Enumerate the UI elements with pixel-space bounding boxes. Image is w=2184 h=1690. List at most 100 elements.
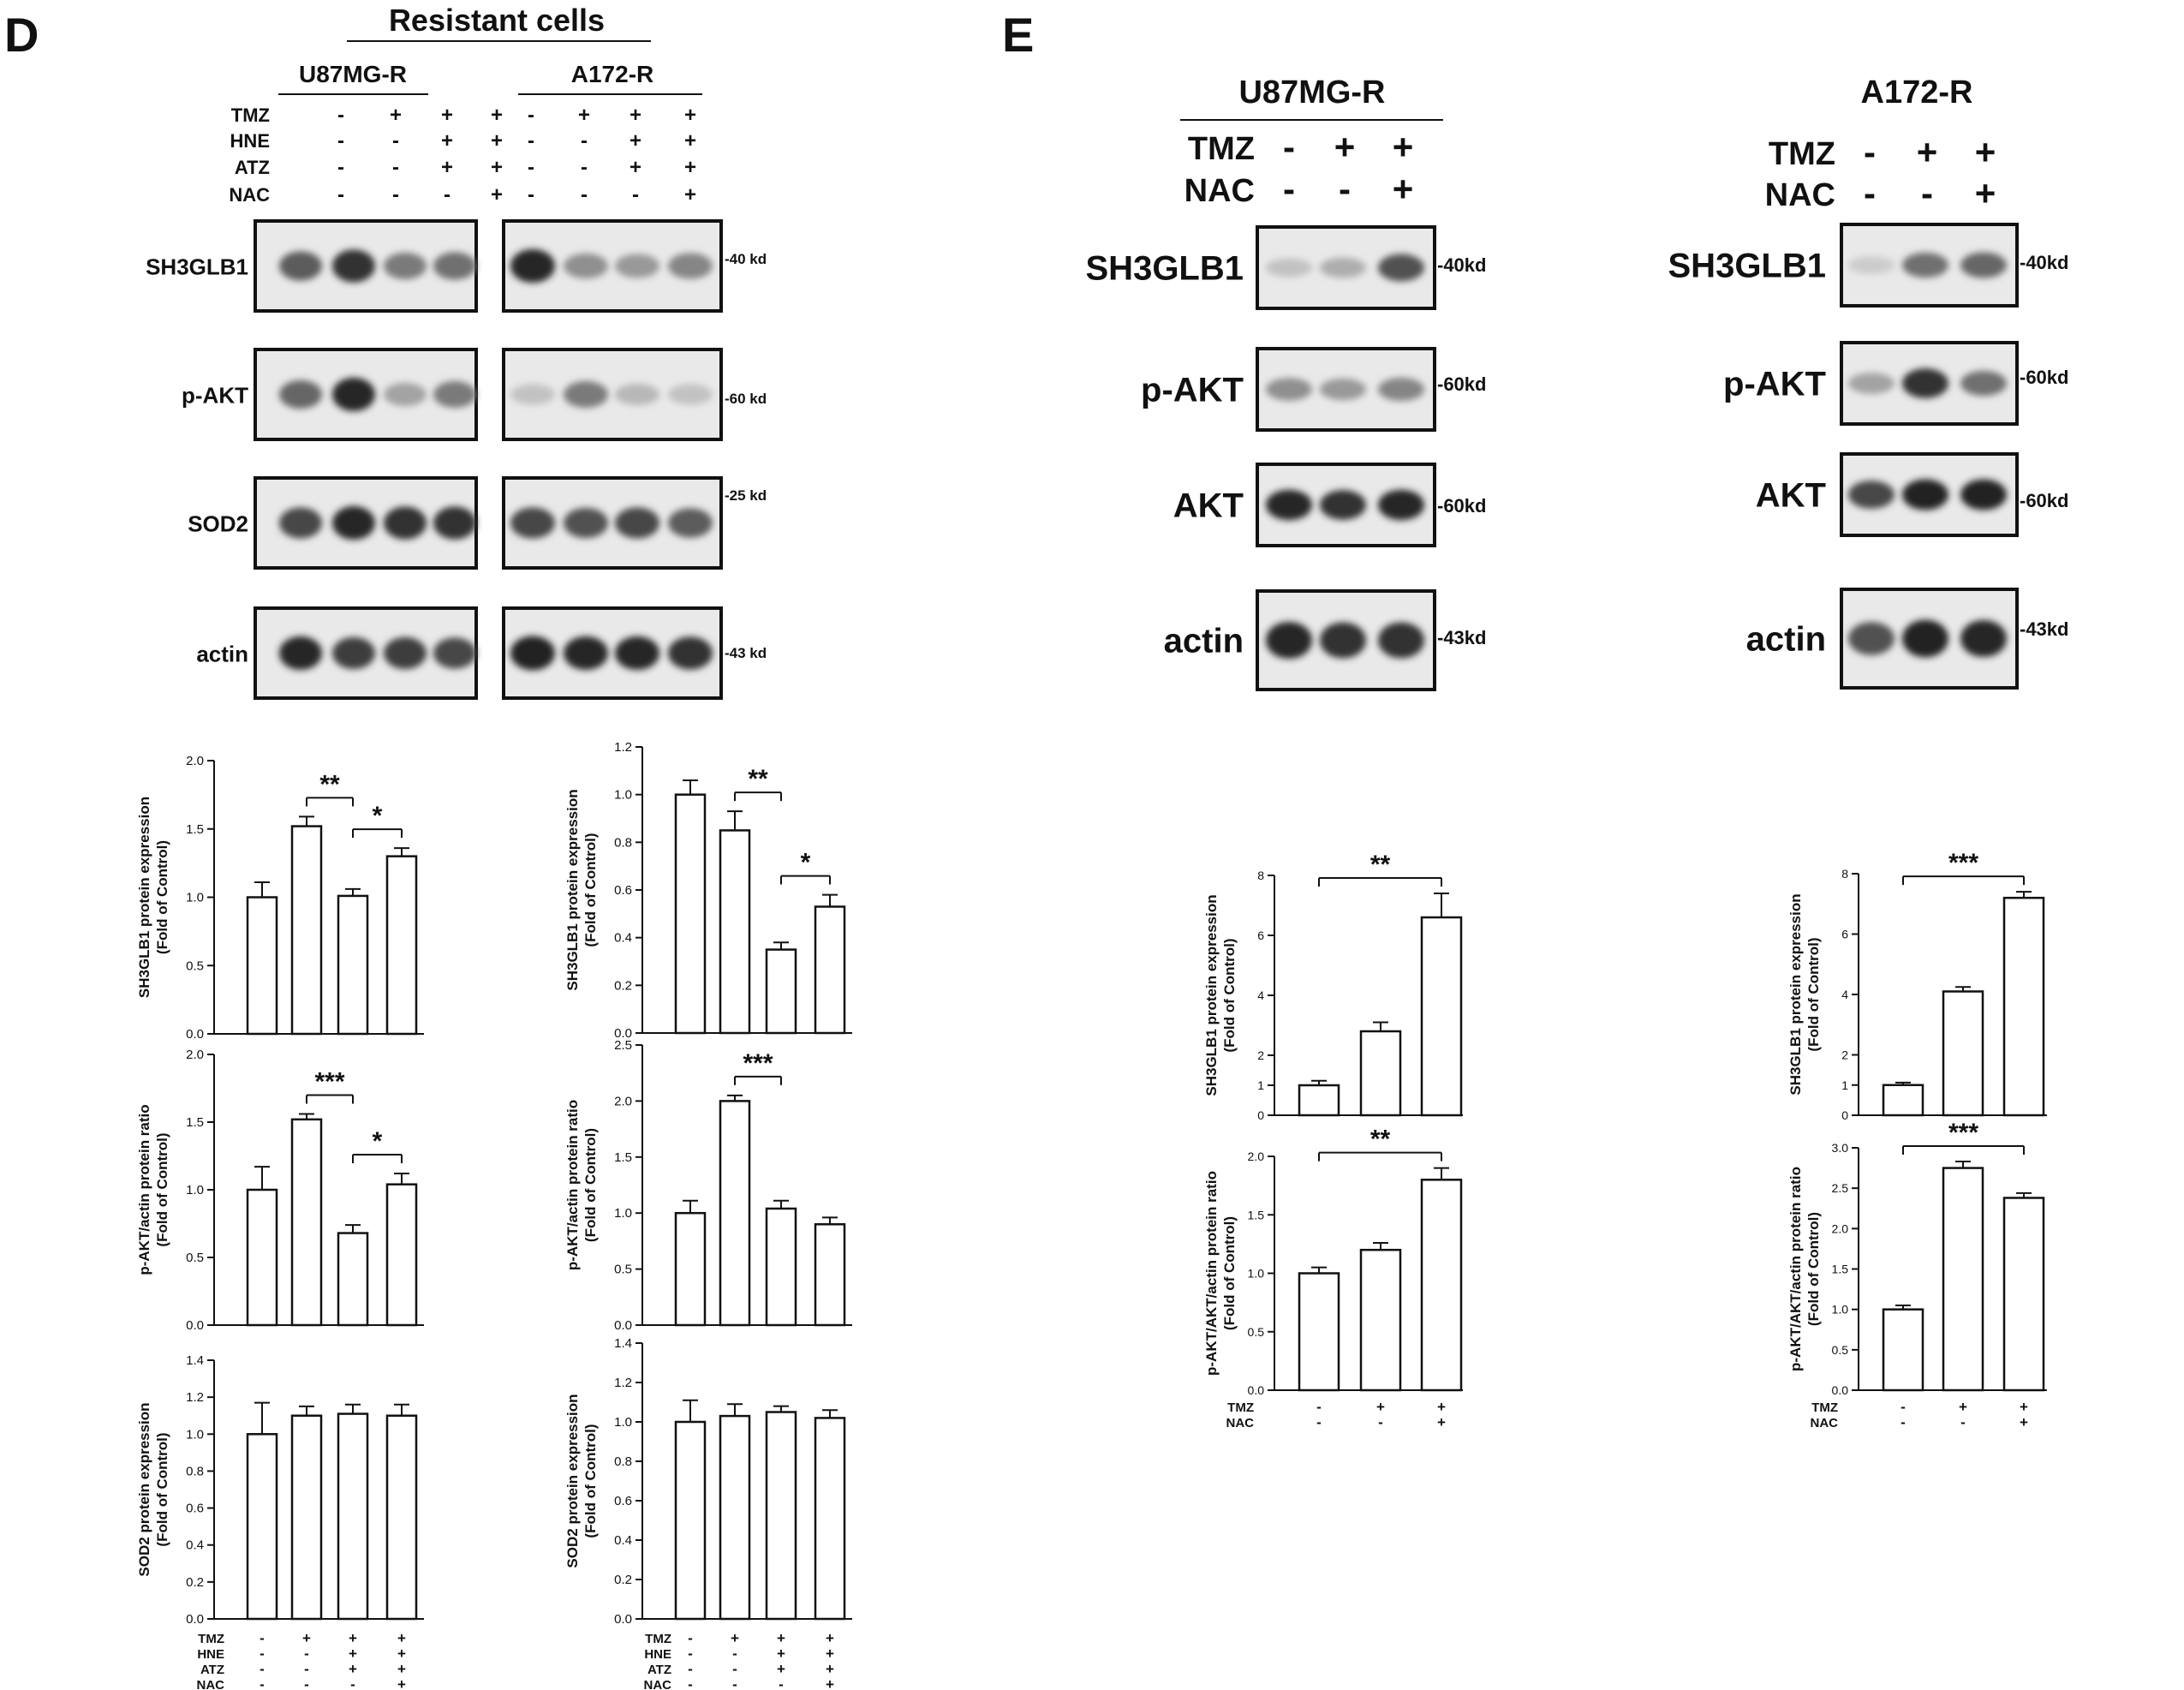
chart-d1-bar (290, 825, 323, 1036)
chart-d2-bar (246, 1188, 278, 1327)
chart-e4-bar (1882, 1308, 1924, 1392)
marker-label: -60kd (1437, 495, 1486, 517)
chart-e-left-treatments-sign: + (1437, 1399, 1446, 1415)
blot-row-label: AKT (1756, 477, 1826, 515)
blot-u87mg-r-band (279, 636, 322, 671)
chart-d3-ylabel2: (Fold of Control) (154, 1432, 170, 1546)
chart-e2-sig-label: ** (1370, 1126, 1391, 1154)
chart-d3-tick-label: 0.2 (186, 1575, 204, 1590)
blot-e-u87mg-r-band (1320, 490, 1366, 520)
blot-e-a172-r-band (1902, 252, 1948, 278)
marker-label: -40 kd (725, 251, 767, 267)
chart-e1-tick-label: 8 (1257, 869, 1264, 882)
blot-a172-r (502, 476, 723, 570)
blot-group-label: U87MG-R (1238, 75, 1385, 110)
panel-letter-d: D (4, 8, 39, 62)
chart-d5-tick-label: 0.0 (614, 1318, 632, 1333)
chart-d3-bar (385, 1414, 418, 1621)
chart-d1-tick-label: 2.0 (186, 754, 204, 768)
chart-d-right-treatments-sign: - (732, 1676, 737, 1690)
chart-d1-tick-label: 1.0 (186, 891, 204, 905)
blot-row-label: SH3GLB1 (1086, 250, 1244, 288)
blot-e-u87mg-r (1256, 347, 1436, 432)
treatment-label: TMZ (231, 105, 270, 126)
chart-e1-bar (1298, 1084, 1340, 1117)
chart-d4-bar (814, 905, 846, 1035)
blot-e-a172-r (1840, 341, 2019, 426)
chart-d6-tick-label: 1.0 (614, 1415, 632, 1430)
chart-e3-bar (1942, 990, 1984, 1117)
chart-d2-bar (385, 1183, 418, 1327)
chart-d-left-treatments-sign: + (397, 1676, 406, 1690)
chart-e2-ylabel2: (Fold of Control) (1221, 1216, 1238, 1330)
marker-label: -40kd (2020, 252, 2068, 273)
chart-e2-tick-label: 0.0 (1248, 1383, 1265, 1397)
chart-d3-tick-label: 0.8 (186, 1464, 204, 1478)
chart-e3-tick-label: 2 (1841, 1048, 1848, 1062)
treatment-sign: + (1393, 127, 1414, 167)
blot-a172-r-band (668, 384, 713, 405)
blot-u87mg-r (254, 476, 478, 570)
treatment-sign: + (441, 129, 453, 152)
chart-d-left-treatments-sign: - (350, 1676, 355, 1690)
chart-d6-bar (814, 1417, 846, 1621)
chart-d6-tick-label: 0.2 (614, 1573, 632, 1587)
treatment-sign: + (441, 104, 453, 127)
chart-e3-bar (1882, 1084, 1924, 1117)
chart-e3-sig-label: *** (1948, 849, 1978, 877)
blot-a172-r-band (615, 383, 659, 406)
chart-e2-tick-label: 1.5 (1248, 1208, 1265, 1221)
blot-e-u87mg-r (1256, 589, 1436, 691)
chart-d4-tick-label: 0.0 (614, 1026, 632, 1041)
chart-d6-tick-label: 0.4 (614, 1533, 632, 1548)
chart-d-left-treatments-label: ATZ (200, 1663, 224, 1677)
chart-e-right-treatments-label: NAC (1811, 1416, 1839, 1430)
treatment-sign: - (581, 183, 588, 206)
chart-e-right-treatments-sign: + (2020, 1414, 2028, 1430)
marker-label: -60kd (2020, 367, 2068, 388)
blot-group-label: U87MG-R (299, 61, 407, 87)
blot-e-u87mg-r-band (1320, 622, 1366, 659)
chart-d2-tick-label: 2.0 (186, 1048, 204, 1062)
treatment-sign: - (1339, 169, 1351, 209)
blot-u87mg-r-band (433, 506, 476, 540)
blot-a172-r-band (564, 253, 608, 279)
chart-d-right-treatments-sign: + (731, 1630, 739, 1646)
chart-e3-tick-label: 8 (1841, 867, 1848, 881)
blot-a172-r-band (510, 636, 555, 671)
chart-d5-tick-label: 1.5 (614, 1150, 632, 1165)
treatment-sign: - (337, 156, 344, 179)
blot-e-a172-r-band (1848, 481, 1895, 509)
treatment-sign: - (392, 183, 399, 206)
blot-u87mg-r-band (433, 252, 476, 280)
blot-a172-r-band (615, 636, 659, 671)
chart-d-right-treatments-sign: - (688, 1676, 693, 1690)
treatment-label: ATZ (235, 157, 270, 178)
chart-e-left-treatments-sign: - (1316, 1414, 1322, 1430)
chart-d-left-treatments-sign: - (304, 1661, 309, 1677)
treatment-sign: + (1975, 132, 1996, 172)
marker-label: -43kd (1437, 627, 1486, 648)
chart-d1-sig-label: ** (319, 770, 340, 798)
treatment-sign: - (444, 183, 451, 206)
chart-e3-tick-label: 0 (1841, 1108, 1848, 1122)
blot-a172-r-band (668, 253, 713, 279)
chart-d-right-treatments-sign: - (688, 1661, 693, 1677)
treatment-sign: + (491, 104, 503, 127)
chart-d-left-treatments-sign: + (397, 1645, 406, 1662)
treatment-sign: - (1921, 173, 1933, 213)
blot-e-u87mg-r-band (1378, 377, 1424, 402)
marker-label: -60kd (2020, 490, 2068, 511)
chart-e-left-treatments-sign: - (1378, 1414, 1383, 1430)
blot-u87mg-r-band (279, 251, 322, 281)
blot-a172-r-band (510, 248, 555, 284)
blot-e-a172-r-band (1960, 479, 2007, 511)
chart-d-right-treatments-label: ATZ (647, 1663, 671, 1677)
chart-d2-tick-label: 1.5 (186, 1115, 204, 1130)
chart-d-left-treatments-sign: - (260, 1645, 265, 1662)
blot-a172-r (502, 348, 723, 441)
chart-e1-ylabel2: (Fold of Control) (1221, 938, 1238, 1052)
chart-e4-tick-label: 2.0 (1832, 1221, 1849, 1235)
blot-a172-r-band (668, 508, 713, 538)
marker-label: -60 kd (725, 391, 767, 407)
